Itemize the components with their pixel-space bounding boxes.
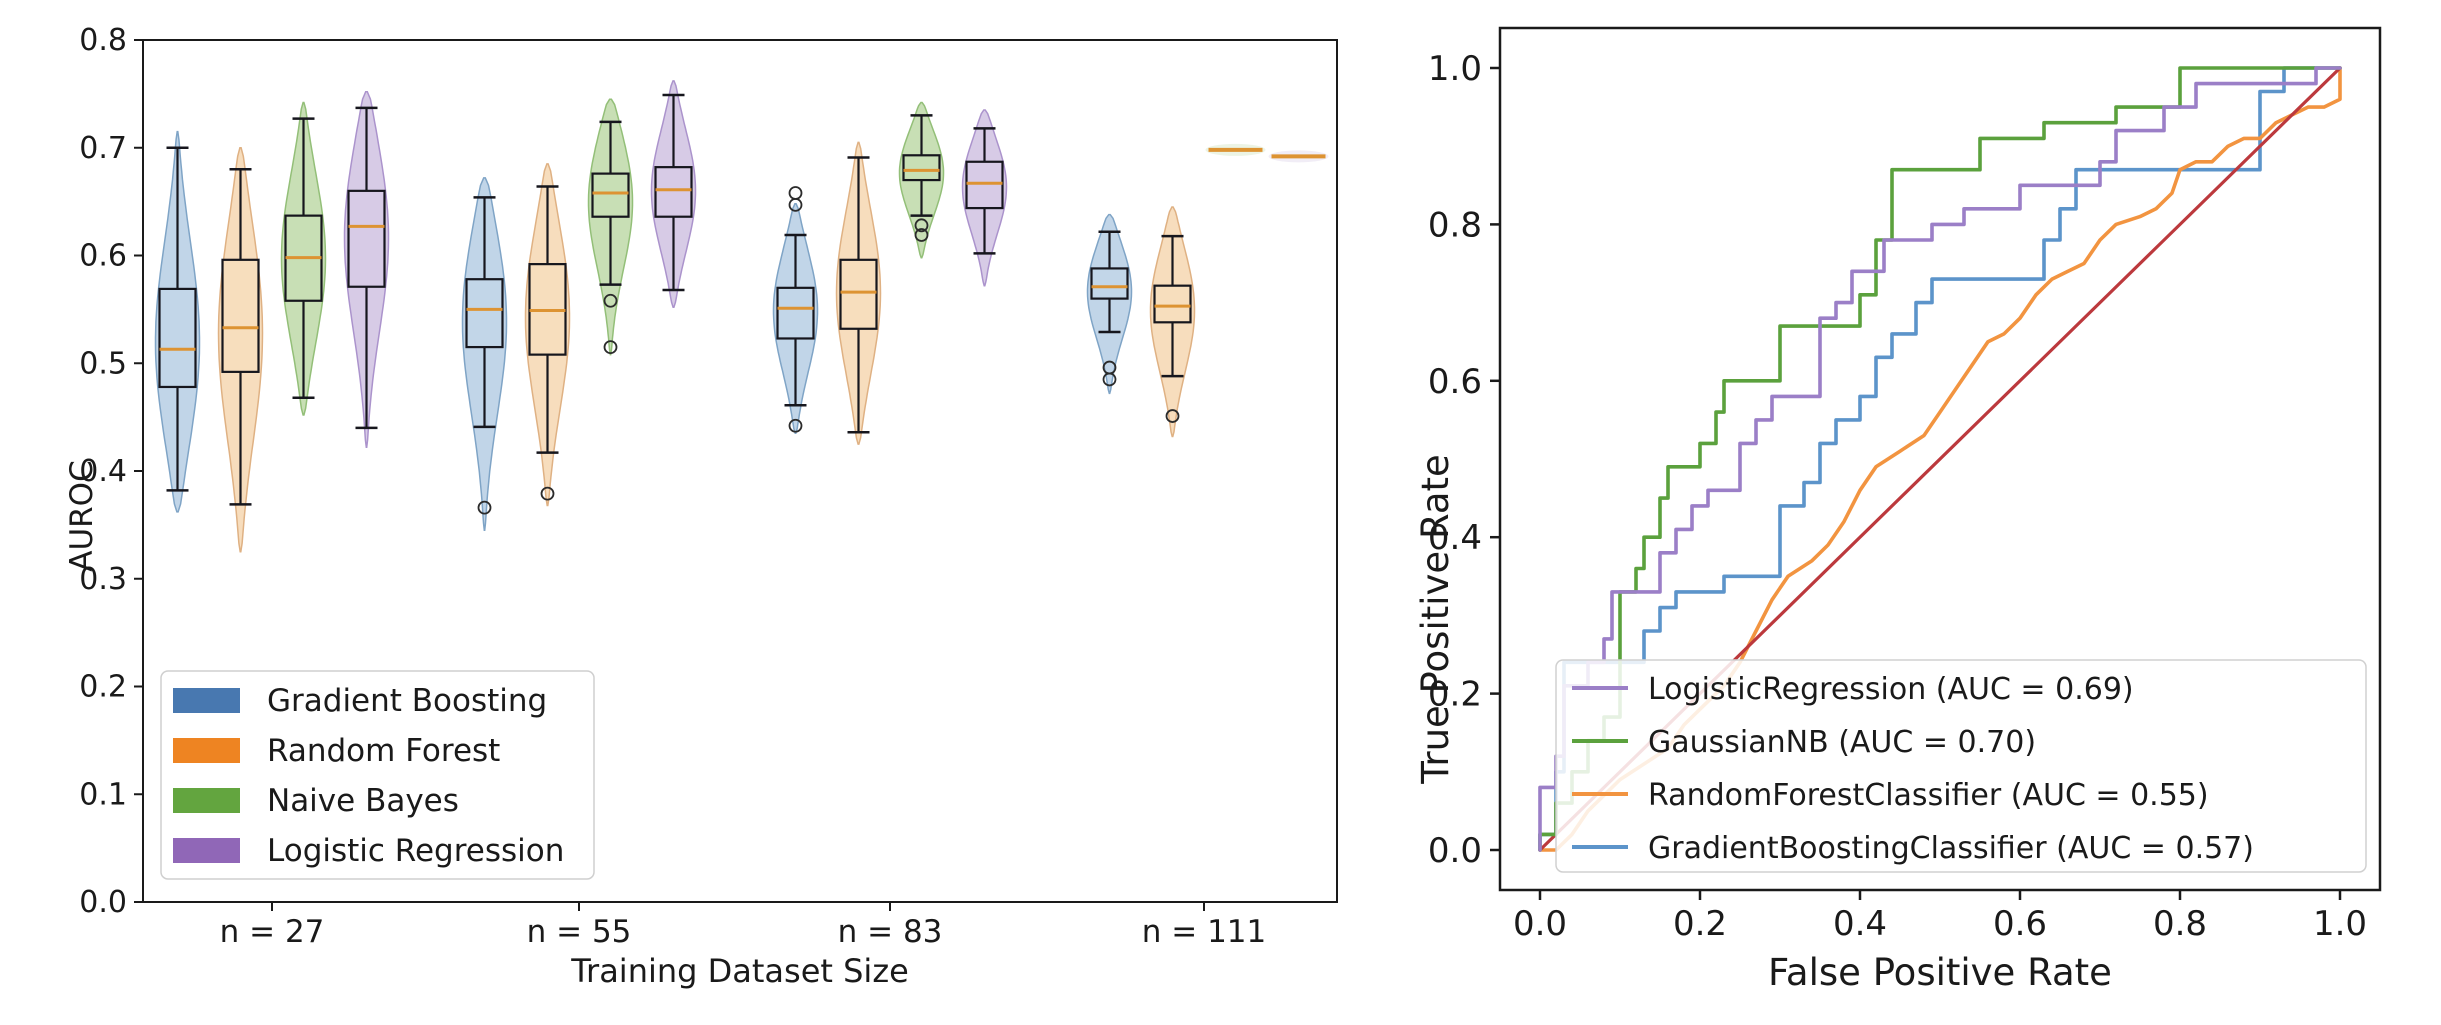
x-tick-label: n = 111	[1142, 914, 1267, 950]
outlier-point	[1165, 409, 1180, 423]
x-tick-label: n = 83	[838, 914, 943, 950]
legend-box	[160, 670, 595, 880]
violin-naive-bayes-group-2	[587, 98, 634, 356]
legend-label: LogisticRegression (AUC = 0.69)	[1648, 672, 2134, 707]
violin-random-forest-group-1	[217, 147, 264, 553]
y-tick-label: 0.6	[1428, 362, 1482, 402]
y-tick-label: 0.4	[79, 454, 127, 489]
outlier-point	[788, 197, 803, 212]
x-tick-label: 1.0	[2313, 904, 2367, 944]
roc-curve-logisticregression	[1538, 66, 2342, 852]
legend-swatch	[173, 688, 240, 713]
box	[465, 278, 504, 349]
box	[1090, 267, 1129, 300]
violin-random-forest-group-4	[1149, 206, 1196, 438]
violin-logistic-regression-group-4	[1268, 150, 1329, 163]
outlier-point	[914, 228, 929, 242]
y-tick-label: 0.5	[79, 346, 127, 381]
violin-logistic-regression-group-2	[650, 80, 697, 308]
violin-logistic-regression-group-3	[961, 109, 1008, 287]
y-axis-title: AUROC	[64, 460, 100, 571]
box	[591, 172, 630, 218]
outlier-point	[788, 186, 803, 200]
y-tick-label: 0.7	[79, 131, 127, 166]
outlier-point	[788, 418, 803, 433]
outlier-point	[477, 500, 492, 515]
y-tick-label: 1.0	[1428, 49, 1482, 89]
violin-random-forest-group-3	[835, 141, 882, 445]
violin-gradient-boosting-group-3	[772, 186, 819, 435]
x-axis-title: Training Dataset Size	[570, 952, 909, 990]
legend-swatch	[173, 838, 240, 863]
box	[1153, 284, 1192, 324]
y-tick-label: 0.3	[79, 562, 127, 597]
violin-gradient-boosting-group-1	[154, 130, 201, 513]
y-tick-label: 0.0	[1428, 831, 1482, 871]
y-tick-label: 0.6	[79, 239, 127, 274]
violin-naive-bayes-group-4	[1205, 143, 1266, 156]
outlier-point	[1102, 372, 1117, 387]
legend-label: GradientBoostingClassifier (AUC = 0.57)	[1648, 831, 2254, 866]
legend-swatch	[173, 738, 240, 763]
roc-curve-chart: 0.0 0.2 0.4 0.6 0.8 1.0 0.0 0.2 0.4 0.6 0.8 1.0 Fals…	[1414, 26, 2382, 994]
y-axis-title: True Positive Rate	[1414, 454, 1457, 785]
violin-gradient-boosting-group-2	[461, 177, 508, 532]
legend-label: Gradient Boosting	[267, 683, 547, 719]
legend-label: RandomForestClassifier (AUC = 0.55)	[1648, 778, 2209, 813]
legend-label: Logistic Regression	[267, 833, 564, 869]
right-axes-frame	[1498, 26, 2382, 892]
left-legend: Gradient Boosting Random Forest Naive Baye…	[160, 670, 595, 880]
outlier-point	[914, 218, 929, 233]
outlier-point	[540, 486, 555, 501]
box	[902, 154, 941, 182]
roc-curve-gradientboostingclassifier	[1538, 66, 2342, 852]
box	[839, 258, 878, 330]
y-tick-label: 0.0	[79, 885, 127, 920]
x-axis-title: False Positive Rate	[1768, 951, 2112, 994]
y-tick-label: 0.2	[79, 670, 127, 705]
y-tick-label: 0.8	[79, 23, 127, 58]
x-tick-label: n = 27	[220, 914, 325, 950]
legend-label: Random Forest	[267, 733, 500, 769]
right-legend: LogisticRegression (AUC = 0.69) GaussianN…	[1555, 659, 2367, 873]
auroc-violin-chart: 0.0 0.1 0.2 0.3 0.4 0.5 0.6 0.7 0.8 n = 27 n = 55 n…	[64, 23, 1338, 990]
y-tick-label: 0.1	[79, 777, 127, 812]
x-tick-label: 0.2	[1673, 904, 1727, 944]
outlier-point	[603, 340, 618, 354]
y-tick-label: 0.4	[1428, 518, 1482, 558]
x-tick-label: 0.6	[1993, 904, 2047, 944]
legend-label: GaussianNB (AUC = 0.70)	[1648, 725, 2036, 760]
x-tick-label: 0.0	[1513, 904, 1567, 944]
x-tick-label: 0.4	[1833, 904, 1887, 944]
violin-logistic-regression-group-1	[343, 90, 390, 449]
y-tick-label: 0.2	[1428, 675, 1482, 715]
x-tick-label: n = 55	[527, 914, 632, 950]
x-tick-label: 0.8	[2153, 904, 2207, 944]
legend-label: Naive Bayes	[267, 783, 459, 819]
box	[965, 160, 1004, 210]
legend-swatch	[173, 788, 240, 813]
y-tick-label: 0.8	[1428, 205, 1482, 245]
box	[654, 166, 693, 218]
violin-random-forest-group-2	[524, 163, 571, 507]
violin-gradient-boosting-group-4	[1086, 213, 1133, 395]
box	[347, 189, 386, 288]
box	[221, 258, 260, 373]
box	[158, 287, 197, 389]
legend-box	[1555, 659, 2367, 873]
outlier-point	[603, 293, 618, 308]
violin-naive-bayes-group-3	[898, 101, 945, 259]
violin-naive-bayes-group-1	[280, 101, 327, 416]
box	[776, 286, 815, 340]
